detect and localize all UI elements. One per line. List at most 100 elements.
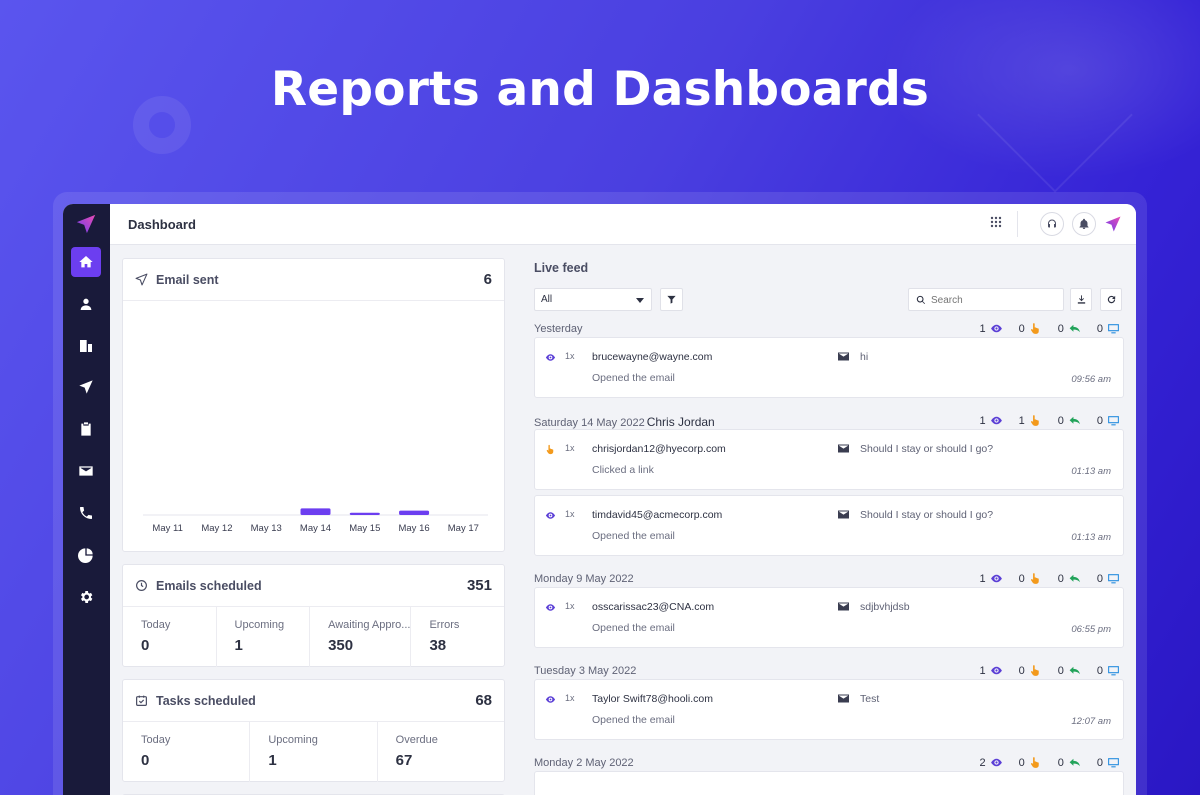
stat-cell[interactable]: Today 0 [123,607,217,667]
filter-button[interactable] [660,288,683,311]
recipient-email[interactable]: Taylor Swift78@hooli.com [592,693,713,705]
event-action: Opened the email [592,714,675,726]
app-window: Dashboard Email sent 6 May 11 May 12 May [63,204,1136,795]
x-tick-label: May 16 [398,523,429,534]
search-box [908,288,1064,311]
background-glow [880,0,1200,180]
email-sent-chart: May 11 May 12 May 13 May 14 May 15 May 16 May … [143,508,488,534]
sidebar-item-home[interactable] [71,247,101,277]
feed-entry-partial[interactable] [534,771,1124,795]
eye-count: 1 [980,414,1007,427]
sidebar-item-phone[interactable] [71,498,101,528]
event-count: 1x [565,693,575,703]
card-title: Email sent [156,273,219,287]
group-date: Monday 9 May 2022 [534,573,634,585]
recipient-email[interactable]: osscarissac23@CNA.com [592,601,715,613]
feed-entry[interactable]: 1x osscarissac23@CNA.com Opened the email s… [534,587,1124,648]
group-counts: 1 0 0 0 [968,322,1125,335]
recipient-email[interactable]: chrisjordan12@hyecorp.com [592,443,726,455]
decorative-ring [133,96,191,154]
group-date: Saturday 14 May 2022 [534,417,645,429]
sidebar-item-company[interactable] [71,331,101,361]
sidebar-item-settings[interactable] [71,582,101,612]
card-title: Tasks scheduled [156,694,256,708]
eye-icon [545,510,556,521]
feed-filter-select[interactable]: All [534,288,652,311]
count-value: 1 [979,414,986,427]
pie-chart-icon [78,548,93,563]
stat-value: 350 [328,637,354,654]
chart-bar[interactable] [300,508,331,515]
feed-entry[interactable]: 1x brucewayne@wayne.com Opened the email hi… [534,337,1124,398]
send-icon [135,273,148,286]
reply-count: 0 [1058,664,1085,677]
sidebar-item-user[interactable] [71,289,101,319]
eye-icon [545,602,556,613]
click-count: 0 [1019,664,1046,677]
count-value: 0 [1018,572,1025,585]
feed-entry[interactable]: 1x timdavid45@acmecorp.com Opened the emai… [534,495,1124,556]
sidebar-item-pie-chart[interactable] [71,540,101,570]
search-input[interactable] [931,292,1056,308]
stat-cell[interactable]: Awaiting Appro... 350 [310,607,412,667]
click-count: 0 [1019,756,1046,769]
event-action: Clicked a link [592,464,654,476]
recipient-email[interactable]: timdavid45@acmecorp.com [592,509,723,521]
event-count: 1x [565,351,575,361]
monitor-count: 0 [1097,414,1124,427]
headset-icon [1048,219,1056,228]
feed-entry[interactable]: 1x chrisjordan12@hyecorp.com Clicked a lin… [534,429,1124,490]
stat-cell[interactable]: Today 0 [123,722,251,782]
count-value: 0 [1057,322,1064,335]
stat-cell[interactable]: Overdue 67 [378,722,504,782]
stat-cell[interactable]: Upcoming 1 [250,722,378,782]
stat-label: Today [141,619,171,631]
refresh-button[interactable] [1100,288,1122,311]
eye-count: 2 [980,756,1007,769]
recipient-email[interactable]: brucewayne@wayne.com [592,351,713,363]
chart-bar[interactable] [399,510,430,515]
card-title: Emails scheduled [156,579,262,593]
stat-label: Overdue [395,734,438,746]
notifications-button[interactable] [1072,212,1096,236]
chart-bar[interactable] [349,512,380,515]
sidebar-item-clipboard[interactable] [71,414,101,444]
monitor-count: 0 [1097,322,1124,335]
email-subject[interactable]: Should I stay or should I go? [860,443,994,455]
home-icon [79,256,93,268]
stat-value: 67 [395,752,413,769]
mail-icon [79,466,93,476]
count-value: 0 [1057,756,1064,769]
brand-logo-icon[interactable] [75,213,97,235]
count-value: 0 [1018,756,1025,769]
email-subject[interactable]: Test [860,693,880,705]
email-subject[interactable]: sdjbvhjdsb [860,601,910,613]
stat-cell[interactable]: Errors 38 [411,607,504,667]
sidebar-item-mail[interactable] [71,456,101,486]
emails-scheduled-card: Emails scheduled 351 Today 0 Upcoming 1 Awai… [122,564,505,667]
group-counts: 1 0 0 0 [968,572,1125,585]
sidebar-item-send[interactable] [71,372,101,402]
stat-value: 0 [141,752,150,769]
reply-count: 0 [1058,572,1085,585]
x-tick-label: May 14 [300,523,331,534]
feed-entry[interactable]: 1x Taylor Swift78@hooli.com Opened the ema… [534,679,1124,740]
x-tick-label: May 15 [349,523,380,534]
email-subject[interactable]: Should I stay or should I go? [860,509,994,521]
stat-cell[interactable]: Upcoming 1 [217,607,311,667]
count-value: 0 [1096,664,1103,677]
x-tick-label: May 13 [251,523,282,534]
email-subject[interactable]: hi [860,351,869,363]
download-button[interactable] [1070,288,1092,311]
stat-label: Today [141,734,171,746]
count-value: 0 [1096,414,1103,427]
headset-button[interactable] [1040,212,1064,236]
event-count: 1x [565,601,575,611]
event-time: 12:07 am [1071,716,1111,727]
stat-value: 38 [429,637,447,654]
brand-logo-icon[interactable] [1104,215,1122,233]
click-count: 0 [1019,572,1046,585]
mail-icon [838,694,849,703]
dialpad-icon[interactable] [989,215,1003,234]
calendar-check-icon [136,695,147,706]
